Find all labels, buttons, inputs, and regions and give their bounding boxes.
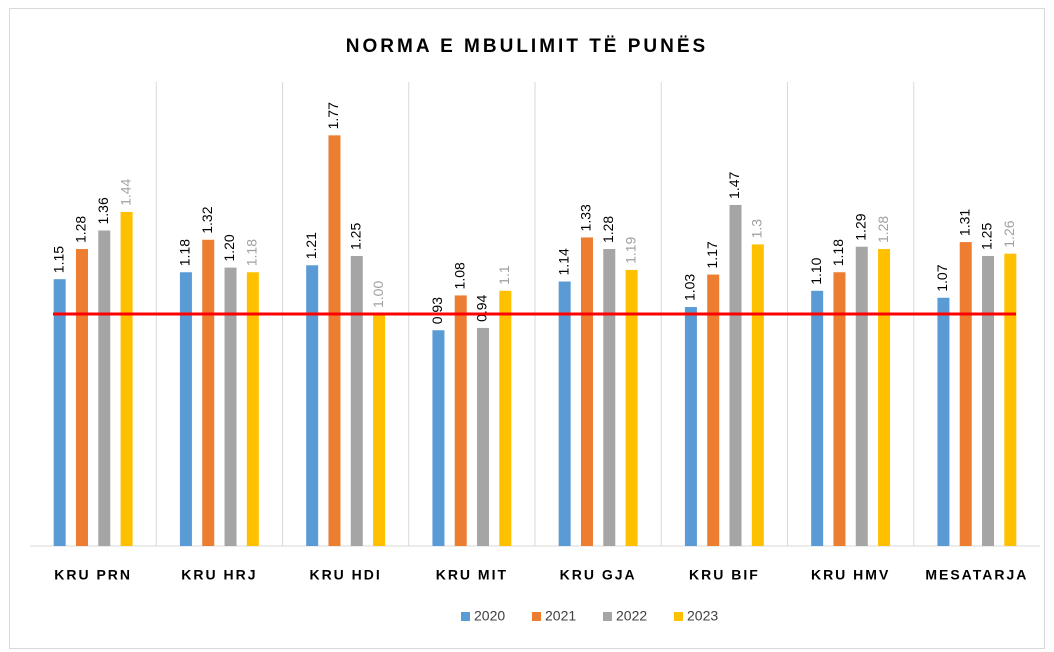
value-label: 1.15 (50, 246, 66, 273)
chart-title: NORMA E MBULIMIT TË PUNËS (346, 36, 708, 57)
bar (98, 230, 111, 547)
value-label: 1.26 (1001, 220, 1017, 247)
bar (729, 204, 742, 546)
legend-label: 2020 (474, 608, 505, 624)
bar (246, 272, 259, 546)
value-label: 1.28 (600, 216, 616, 243)
x-tick-label: KRU HDI (309, 567, 381, 583)
x-tick-label: KRU HMV (811, 567, 890, 583)
value-label: 1.21 (303, 232, 319, 259)
bar (833, 272, 846, 546)
bar (1004, 253, 1017, 546)
bar (373, 314, 386, 546)
value-label: 1.03 (682, 274, 698, 301)
bar (684, 307, 697, 546)
legend-swatch (532, 612, 541, 621)
bar (558, 281, 571, 546)
value-label: 1.18 (244, 239, 260, 266)
value-label: 1.08 (451, 262, 467, 289)
bar (580, 237, 593, 546)
bar (224, 267, 237, 546)
x-tick-label: KRU PRN (54, 567, 132, 583)
bar (751, 244, 764, 546)
x-tick-label: KRU HRJ (181, 567, 257, 583)
value-label: 1.07 (934, 264, 950, 291)
bar (53, 279, 66, 546)
x-tick-label: KRU MIT (436, 567, 508, 583)
bar (855, 246, 868, 546)
value-label: 1.32 (199, 206, 215, 233)
bar (477, 327, 490, 546)
bar (120, 211, 133, 547)
bar (454, 295, 467, 546)
bar (202, 239, 215, 546)
bar (75, 249, 88, 547)
bar (306, 265, 319, 546)
bar (625, 269, 638, 546)
bar (811, 290, 824, 546)
bar (707, 274, 720, 546)
bar (603, 249, 616, 547)
bar (982, 256, 995, 546)
value-label: 1.25 (979, 223, 995, 250)
value-label: 1.77 (325, 102, 341, 129)
bar (499, 290, 512, 546)
value-label: 1.31 (956, 209, 972, 236)
value-label: 1.3 (749, 219, 765, 239)
x-tick-label: KRU GJA (560, 567, 637, 583)
value-label: 1.25 (347, 223, 363, 250)
legend-label: 2021 (545, 608, 576, 624)
value-label: 1.18 (177, 239, 193, 266)
value-label: 1.36 (95, 197, 111, 224)
value-label: 1.47 (726, 171, 742, 198)
value-label: 1.19 (622, 236, 638, 263)
value-label: 0.94 (474, 294, 490, 321)
legend-swatch (674, 612, 683, 621)
x-tick-label: KRU BIF (689, 567, 760, 583)
value-label: 1.17 (704, 241, 720, 268)
bar (959, 242, 972, 546)
value-label: 1.29 (852, 213, 868, 240)
bar (937, 297, 950, 546)
value-label: 1.18 (830, 239, 846, 266)
legend-label: 2022 (616, 608, 647, 624)
value-label: 1.20 (221, 234, 237, 261)
bar (328, 135, 341, 547)
value-label: 1.28 (875, 216, 891, 243)
bar (350, 256, 363, 546)
legend-label: 2023 (687, 608, 718, 624)
value-label: 1.00 (370, 281, 386, 308)
bar (179, 272, 192, 546)
x-tick-label: MESATARJA (925, 567, 1028, 583)
value-label: 1.10 (808, 257, 824, 284)
value-label: 0.93 (429, 297, 445, 324)
value-label: 1.44 (117, 178, 133, 205)
legend-swatch (461, 612, 470, 621)
value-label: 1.28 (73, 216, 89, 243)
value-label: 1.33 (578, 204, 594, 231)
value-label: 1.1 (496, 265, 512, 285)
legend-swatch (603, 612, 612, 621)
bar (878, 249, 891, 547)
bar (432, 330, 445, 546)
value-label: 1.14 (555, 248, 571, 275)
